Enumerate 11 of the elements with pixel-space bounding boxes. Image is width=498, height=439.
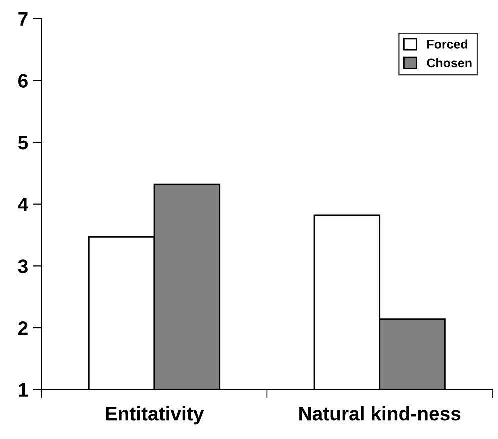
legend-label: Forced (428, 40, 468, 49)
y-tick-label: 6 (18, 74, 28, 88)
y-tick-label: 3 (18, 260, 28, 274)
x-tick-label: Entitativity (106, 406, 204, 425)
y-tick-label: 1 (19, 384, 28, 397)
x-tick-label: Natural kind-ness (300, 406, 461, 421)
y-tick-label: 7 (18, 12, 28, 26)
y-tick-label: 2 (18, 321, 28, 336)
y-tick-label: 4 (18, 198, 29, 212)
legend-label: Chosen (427, 58, 472, 68)
y-tick-label: 5 (18, 136, 28, 150)
